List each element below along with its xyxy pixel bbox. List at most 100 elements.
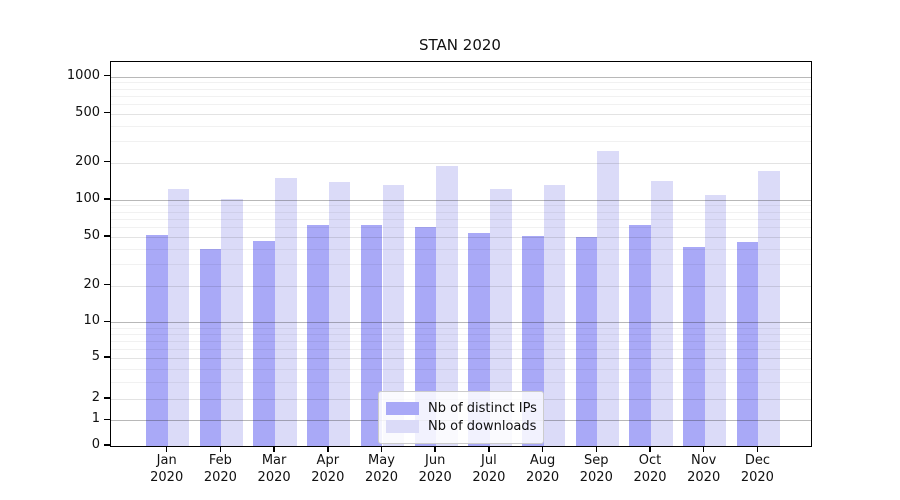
x-tick-mark-oct — [649, 447, 651, 452]
x-tick-label-feb: Feb 2020 — [188, 452, 252, 486]
x-tick-month: Jan — [156, 453, 177, 468]
x-tick-year: 2020 — [257, 470, 291, 485]
y-tick-mark-0 — [104, 444, 110, 446]
bar-ips-feb — [199, 248, 222, 446]
gridline-minor-900 — [111, 82, 811, 84]
x-tick-year: 2020 — [687, 470, 721, 485]
y-tick-label-1000: 1000 — [66, 67, 100, 83]
gridline-500 — [111, 113, 811, 115]
x-tick-year: 2020 — [579, 470, 613, 485]
gridline-100 — [111, 199, 811, 201]
x-tick-month: Dec — [744, 453, 770, 468]
legend-label-downloads: Nb of downloads — [428, 419, 537, 434]
gridline-5 — [111, 357, 811, 359]
gridline-minor-3 — [111, 382, 811, 384]
x-tick-label-apr: Apr 2020 — [296, 452, 360, 486]
gridline-minor-9 — [111, 327, 811, 329]
gridline-minor-700 — [111, 95, 811, 97]
gridline-minor-30 — [111, 264, 811, 266]
x-tick-month: Mar — [261, 453, 287, 468]
x-tick-year: 2020 — [203, 470, 237, 485]
y-tick-label-0: 0 — [91, 437, 100, 452]
y-tick-mark-1 — [104, 418, 110, 421]
x-tick-mark-jan — [165, 447, 168, 452]
x-tick-month: Apr — [316, 453, 340, 468]
y-tick-mark-50 — [104, 235, 110, 237]
legend-swatch-downloads — [386, 420, 419, 433]
x-tick-month: Feb — [208, 453, 232, 468]
y-tick-label-100: 100 — [75, 190, 100, 206]
x-tick-year: 2020 — [526, 470, 560, 485]
y-tick-label-5: 5 — [91, 348, 100, 364]
x-tick-mark-may — [380, 447, 383, 452]
x-tick-label-oct: Oct 2020 — [618, 452, 682, 486]
x-tick-mark-feb — [219, 447, 222, 452]
x-tick-mark-sep — [595, 447, 598, 452]
bar-downloads-aug — [543, 184, 566, 446]
x-tick-label-jul: Jul 2020 — [457, 452, 521, 486]
y-tick-mark-5 — [104, 356, 110, 358]
bar-downloads-sep — [597, 150, 619, 446]
x-tick-label-sep: Sep 2020 — [564, 452, 628, 486]
y-tick-label-50: 50 — [83, 227, 100, 243]
y-tick-label-500: 500 — [75, 104, 100, 120]
gridline-minor-8 — [111, 334, 811, 335]
x-tick-label-jan: Jan 2020 — [135, 452, 199, 486]
y-tick-mark-1000 — [104, 74, 110, 77]
x-tick-month: Sep — [584, 453, 609, 468]
x-tick-month: May — [368, 453, 395, 468]
y-tick-label-20: 20 — [83, 276, 100, 292]
gridline-minor-300 — [111, 141, 811, 142]
x-tick-mark-dec — [756, 447, 759, 452]
gridline-minor-600 — [111, 104, 811, 105]
y-tick-mark-20 — [104, 283, 110, 286]
y-tick-mark-10 — [104, 320, 110, 323]
x-tick-year: 2020 — [150, 470, 184, 485]
gridline-minor-7 — [111, 340, 811, 342]
gridline-1000 — [111, 76, 811, 78]
y-tick-label-10: 10 — [83, 313, 100, 329]
gridline-10 — [111, 322, 811, 324]
gridline-minor-70 — [111, 218, 811, 220]
x-tick-mark-mar — [273, 447, 275, 452]
bar-downloads-jan — [167, 189, 190, 446]
y-tick-label-200: 200 — [75, 153, 100, 169]
legend-item-downloads: Nb of downloads — [386, 419, 537, 434]
x-tick-label-mar: Mar 2020 — [242, 452, 306, 486]
gridline-minor-80 — [111, 211, 811, 213]
x-tick-month: Jun — [425, 453, 446, 468]
gridline-minor-60 — [111, 227, 811, 229]
bar-downloads-mar — [275, 178, 297, 446]
bar-downloads-jun — [436, 166, 458, 446]
y-tick-mark-500 — [104, 111, 110, 114]
gridline-20 — [111, 285, 811, 287]
x-tick-year: 2020 — [472, 470, 506, 485]
gridline-minor-4 — [111, 368, 811, 370]
bar-ips-jan — [146, 234, 168, 446]
bar-ips-mar — [253, 241, 276, 446]
bar-ips-may — [360, 225, 383, 446]
gridline-minor-90 — [111, 205, 811, 207]
gridline-200 — [111, 162, 811, 164]
y-tick-mark-2 — [104, 397, 110, 399]
bar-downloads-oct — [651, 181, 673, 446]
x-tick-month: Jul — [481, 453, 497, 468]
x-tick-month: Aug — [529, 453, 556, 468]
x-tick-year: 2020 — [740, 470, 774, 485]
gridline-minor-400 — [111, 125, 811, 127]
x-tick-mark-aug — [541, 447, 544, 452]
gridline-50 — [111, 236, 811, 238]
y-tick-label-2: 2 — [91, 389, 100, 405]
bar-downloads-apr — [328, 181, 351, 446]
x-tick-label-aug: Aug 2020 — [511, 452, 575, 486]
x-tick-year: 2020 — [364, 470, 399, 485]
x-tick-label-jun: Jun 2020 — [403, 452, 467, 486]
y-tick-label-1: 1 — [91, 411, 100, 427]
x-tick-mark-apr — [327, 447, 329, 452]
x-tick-mark-jun — [434, 447, 436, 452]
bar-ips-oct — [629, 224, 651, 446]
legend-item-distinct-ips: Nb of distinct IPs — [386, 401, 537, 416]
gridline-minor-800 — [111, 88, 811, 90]
x-tick-month: Nov — [691, 453, 717, 468]
gridline-minor-6 — [111, 348, 811, 350]
